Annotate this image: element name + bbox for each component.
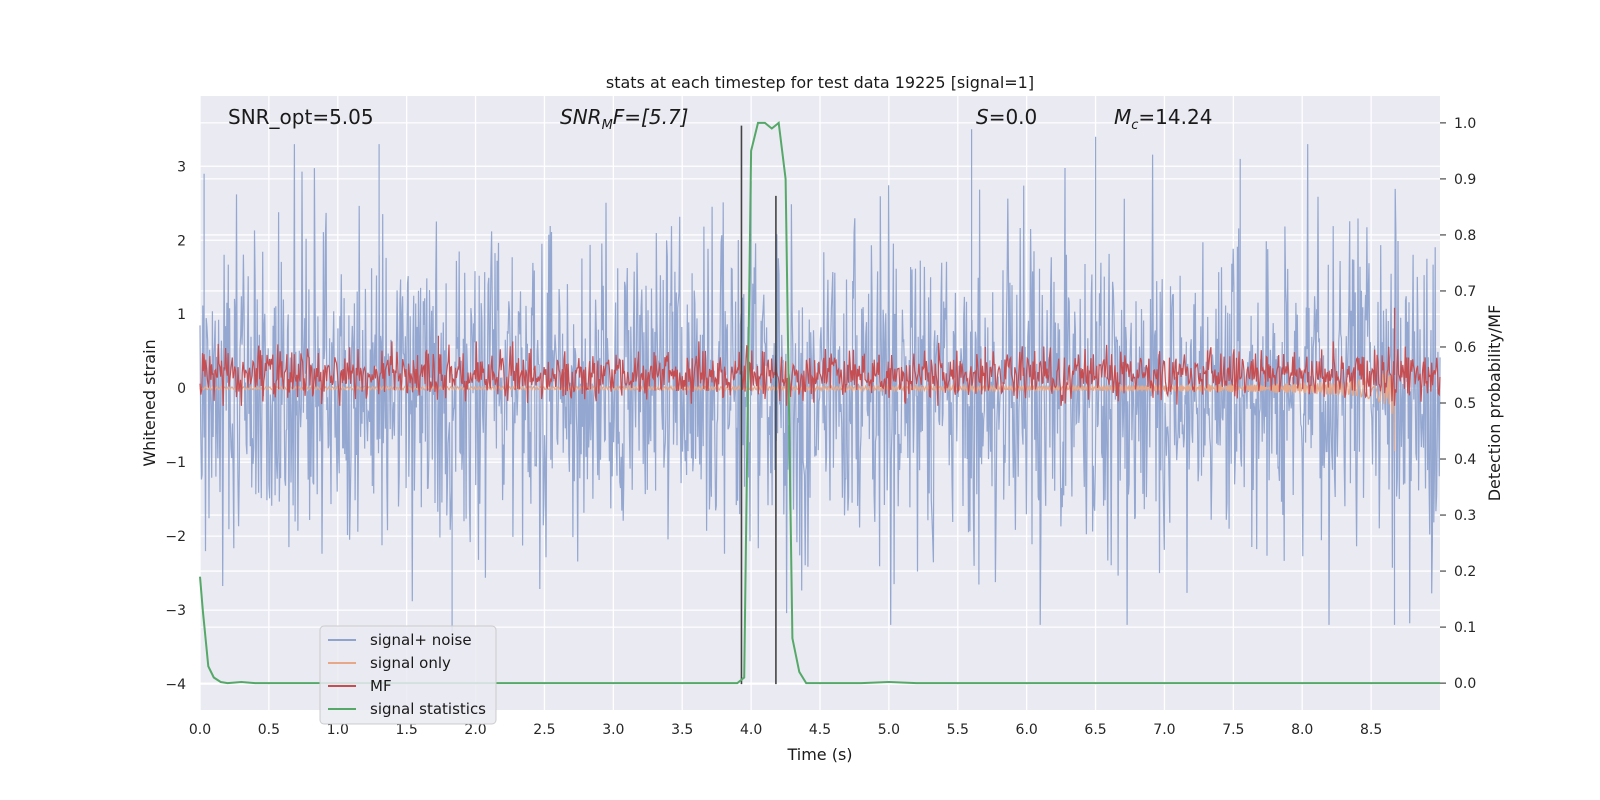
x-tick-label: 6.0	[1016, 722, 1038, 738]
marker-lines	[740, 125, 777, 685]
y-tick-label: −4	[165, 677, 186, 693]
signal-noise-series	[199, 129, 1441, 633]
x-tick-label: 2.5	[533, 722, 555, 738]
annotation-s: S=0.0	[976, 105, 1037, 129]
legend-label-signal: signal only	[370, 654, 451, 672]
x-tick-label: 7.5	[1222, 722, 1244, 738]
y2-tick-label: 0.3	[1454, 508, 1476, 524]
annotation-snr-opt: SNR_opt=5.05	[228, 105, 374, 129]
y-tick-label: 0	[177, 381, 186, 397]
y-tick-label: −3	[165, 603, 186, 619]
x-tick-label: 7.0	[1153, 722, 1175, 738]
y2-tick-label: 0.5	[1454, 396, 1476, 412]
annotation-mc-sub: c	[1131, 118, 1138, 133]
y2-axis-label: Detection probability/MF	[1485, 305, 1504, 502]
y-tick-label: 2	[177, 233, 186, 249]
signal-statistics-line	[199, 120, 1440, 685]
y2-tick-label: 0.9	[1454, 172, 1476, 188]
mf-line	[199, 307, 1441, 406]
legend-label-noise: signal+ noise	[370, 631, 472, 649]
tick-labels: 0.0 0.5 1.0 1.5 2.0 2.5 3.0 3.5 4.0 4.5 5.0 5.5 6.0 6…	[165, 116, 1476, 738]
y2-tick-label: 0.1	[1454, 620, 1476, 636]
x-tick-label: 5.5	[947, 722, 969, 738]
y-tick-label: −2	[165, 529, 186, 545]
legend-label-mf: MF	[370, 677, 392, 695]
y-axis-label: Whitened strain	[140, 339, 159, 466]
x-tick-label: 1.5	[396, 722, 418, 738]
x-tick-label: 2.0	[464, 722, 486, 738]
legend-label-stats: signal statistics	[370, 700, 486, 718]
y2-tick-label: 0.0	[1454, 676, 1476, 692]
signal-only-line	[199, 370, 1396, 452]
mf-series	[199, 307, 1441, 406]
annotation-snr-mf-rest: F=[5.7]	[613, 105, 689, 129]
y2-tick-label: 0.8	[1454, 228, 1476, 244]
y2-tick-label: 1.0	[1454, 116, 1476, 132]
chart-title: stats at each timestep for test data 192…	[606, 73, 1034, 92]
y-tick-label: 3	[177, 159, 186, 175]
y2-tick-label: 0.7	[1454, 284, 1476, 300]
x-tick-label: 0.0	[189, 722, 211, 738]
y2-tick-label: 0.4	[1454, 452, 1476, 468]
x-tick-label: 4.0	[740, 722, 762, 738]
annotation-mc-rest: =14.24	[1138, 105, 1212, 129]
signal-only-series	[199, 370, 1396, 452]
signal-statistics-series	[199, 120, 1440, 685]
annotation-mc: Mc=14.24	[1114, 105, 1212, 133]
x-tick-label: 3.5	[671, 722, 693, 738]
x-tick-label: 6.5	[1084, 722, 1106, 738]
annotation-snr-mf-main: SNR	[560, 105, 602, 129]
y-tick-label: 1	[177, 307, 186, 323]
x-tick-label: 4.5	[809, 722, 831, 738]
signal-noise-line	[199, 129, 1441, 633]
x-axis-label: Time (s)	[786, 745, 852, 764]
x-tick-label: 0.5	[258, 722, 280, 738]
annotation-s-rest: =0.0	[989, 105, 1038, 129]
annotation-s-main: S	[976, 105, 989, 129]
x-tick-label: 3.0	[602, 722, 624, 738]
x-tick-label: 8.5	[1360, 722, 1382, 738]
x-tick-label: 1.0	[327, 722, 349, 738]
annotation-snr-mf: SNRMF=[5.7]	[560, 105, 688, 133]
x-tick-label: 5.0	[878, 722, 900, 738]
legend-box	[319, 625, 497, 725]
annotation-mc-main: M	[1114, 105, 1131, 129]
y-tick-label: −1	[165, 455, 186, 471]
annotation-snr-mf-sub: M	[602, 118, 613, 133]
y2-tick-label: 0.2	[1454, 564, 1476, 580]
y2-tick-label: 0.6	[1454, 340, 1476, 356]
legend: signal+ noise signal only MF signal stat…	[319, 625, 497, 725]
x-tick-label: 8.0	[1291, 722, 1313, 738]
